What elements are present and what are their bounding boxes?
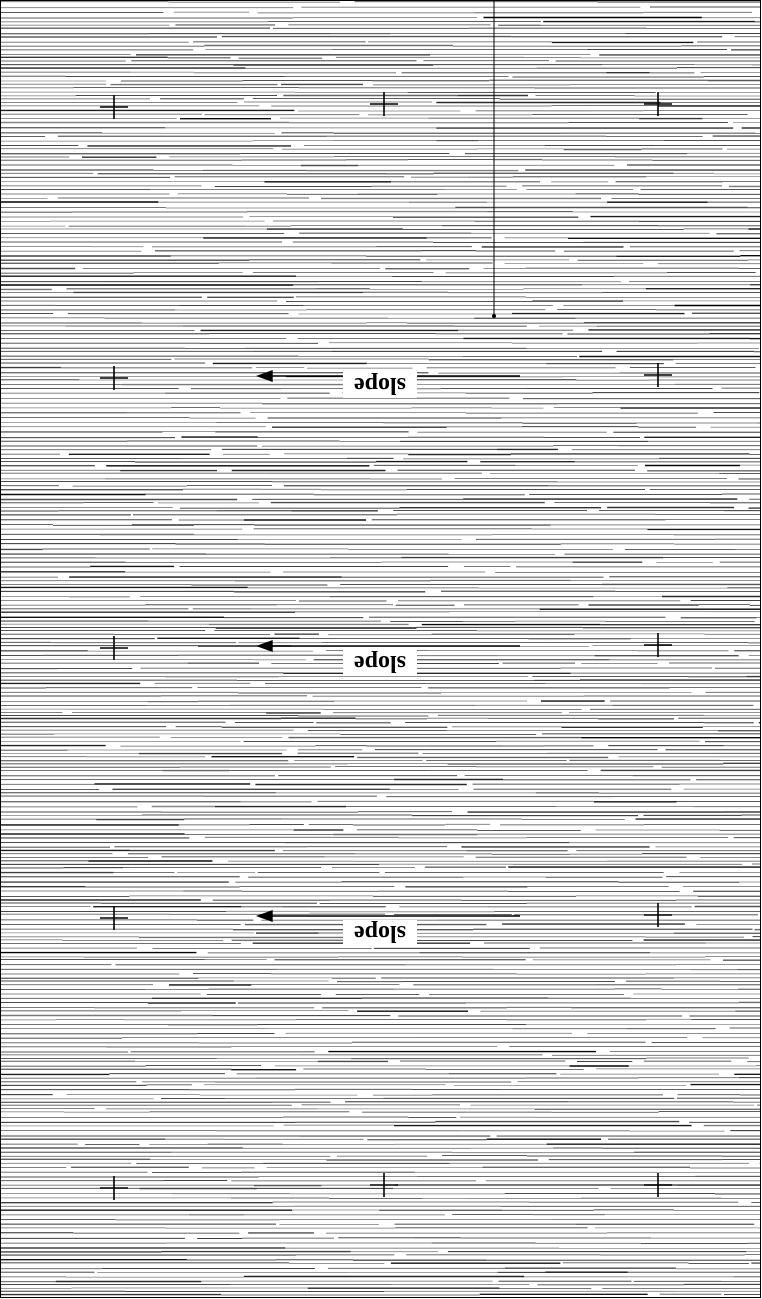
cross-marker-icon <box>644 903 672 927</box>
cross-marker-icon <box>100 366 128 390</box>
slope-arrows <box>255 370 520 922</box>
slope-label: slope <box>343 920 417 946</box>
cross-markers <box>100 92 672 1200</box>
cross-marker-icon <box>644 633 672 657</box>
cross-marker-icon <box>370 92 398 116</box>
slope-arrow-icon <box>255 640 520 652</box>
cross-marker-icon <box>644 1173 672 1197</box>
guide-end-dot <box>492 314 496 318</box>
cross-marker-icon <box>100 906 128 930</box>
slope-arrow-icon <box>255 910 520 922</box>
cross-marker-icon <box>100 1176 128 1200</box>
slope-label: slope <box>343 372 417 398</box>
cross-marker-icon <box>100 95 128 119</box>
slope-label: slope <box>343 650 417 676</box>
cross-marker-icon <box>644 363 672 387</box>
cross-marker-icon <box>100 636 128 660</box>
cross-marker-icon <box>644 92 672 116</box>
cross-marker-icon <box>370 1173 398 1197</box>
